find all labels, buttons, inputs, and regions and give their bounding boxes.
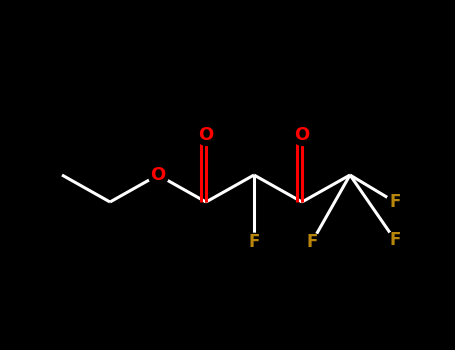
Text: O: O xyxy=(150,166,166,184)
Text: F: F xyxy=(306,233,318,251)
Text: F: F xyxy=(389,231,401,249)
Text: O: O xyxy=(294,126,309,144)
Text: O: O xyxy=(198,126,214,144)
Text: F: F xyxy=(389,193,401,211)
Text: F: F xyxy=(248,233,260,251)
